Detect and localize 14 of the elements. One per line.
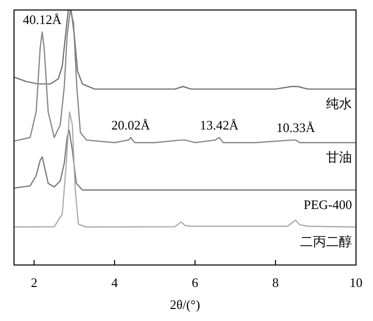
annotation: 20.02Å	[111, 118, 151, 132]
annotation: 40.12Å	[22, 12, 62, 27]
series-label: 二丙二醇	[300, 234, 352, 250]
x-tick-label: 6	[192, 275, 199, 290]
series-label: 甘油	[326, 150, 352, 165]
annotation: 10.33Å	[276, 120, 316, 136]
series-label: PEG-400	[304, 197, 352, 212]
x-tick-label: 2	[30, 275, 38, 290]
x-tick-label: 4	[111, 275, 118, 290]
x-tick-label: 10	[350, 275, 362, 290]
x-tick-label: 8	[272, 275, 279, 290]
x-axis-title: 2θ/(°)	[170, 297, 200, 312]
annotation: 13.42Å	[200, 118, 240, 132]
series-label: 纯水	[326, 96, 352, 112]
